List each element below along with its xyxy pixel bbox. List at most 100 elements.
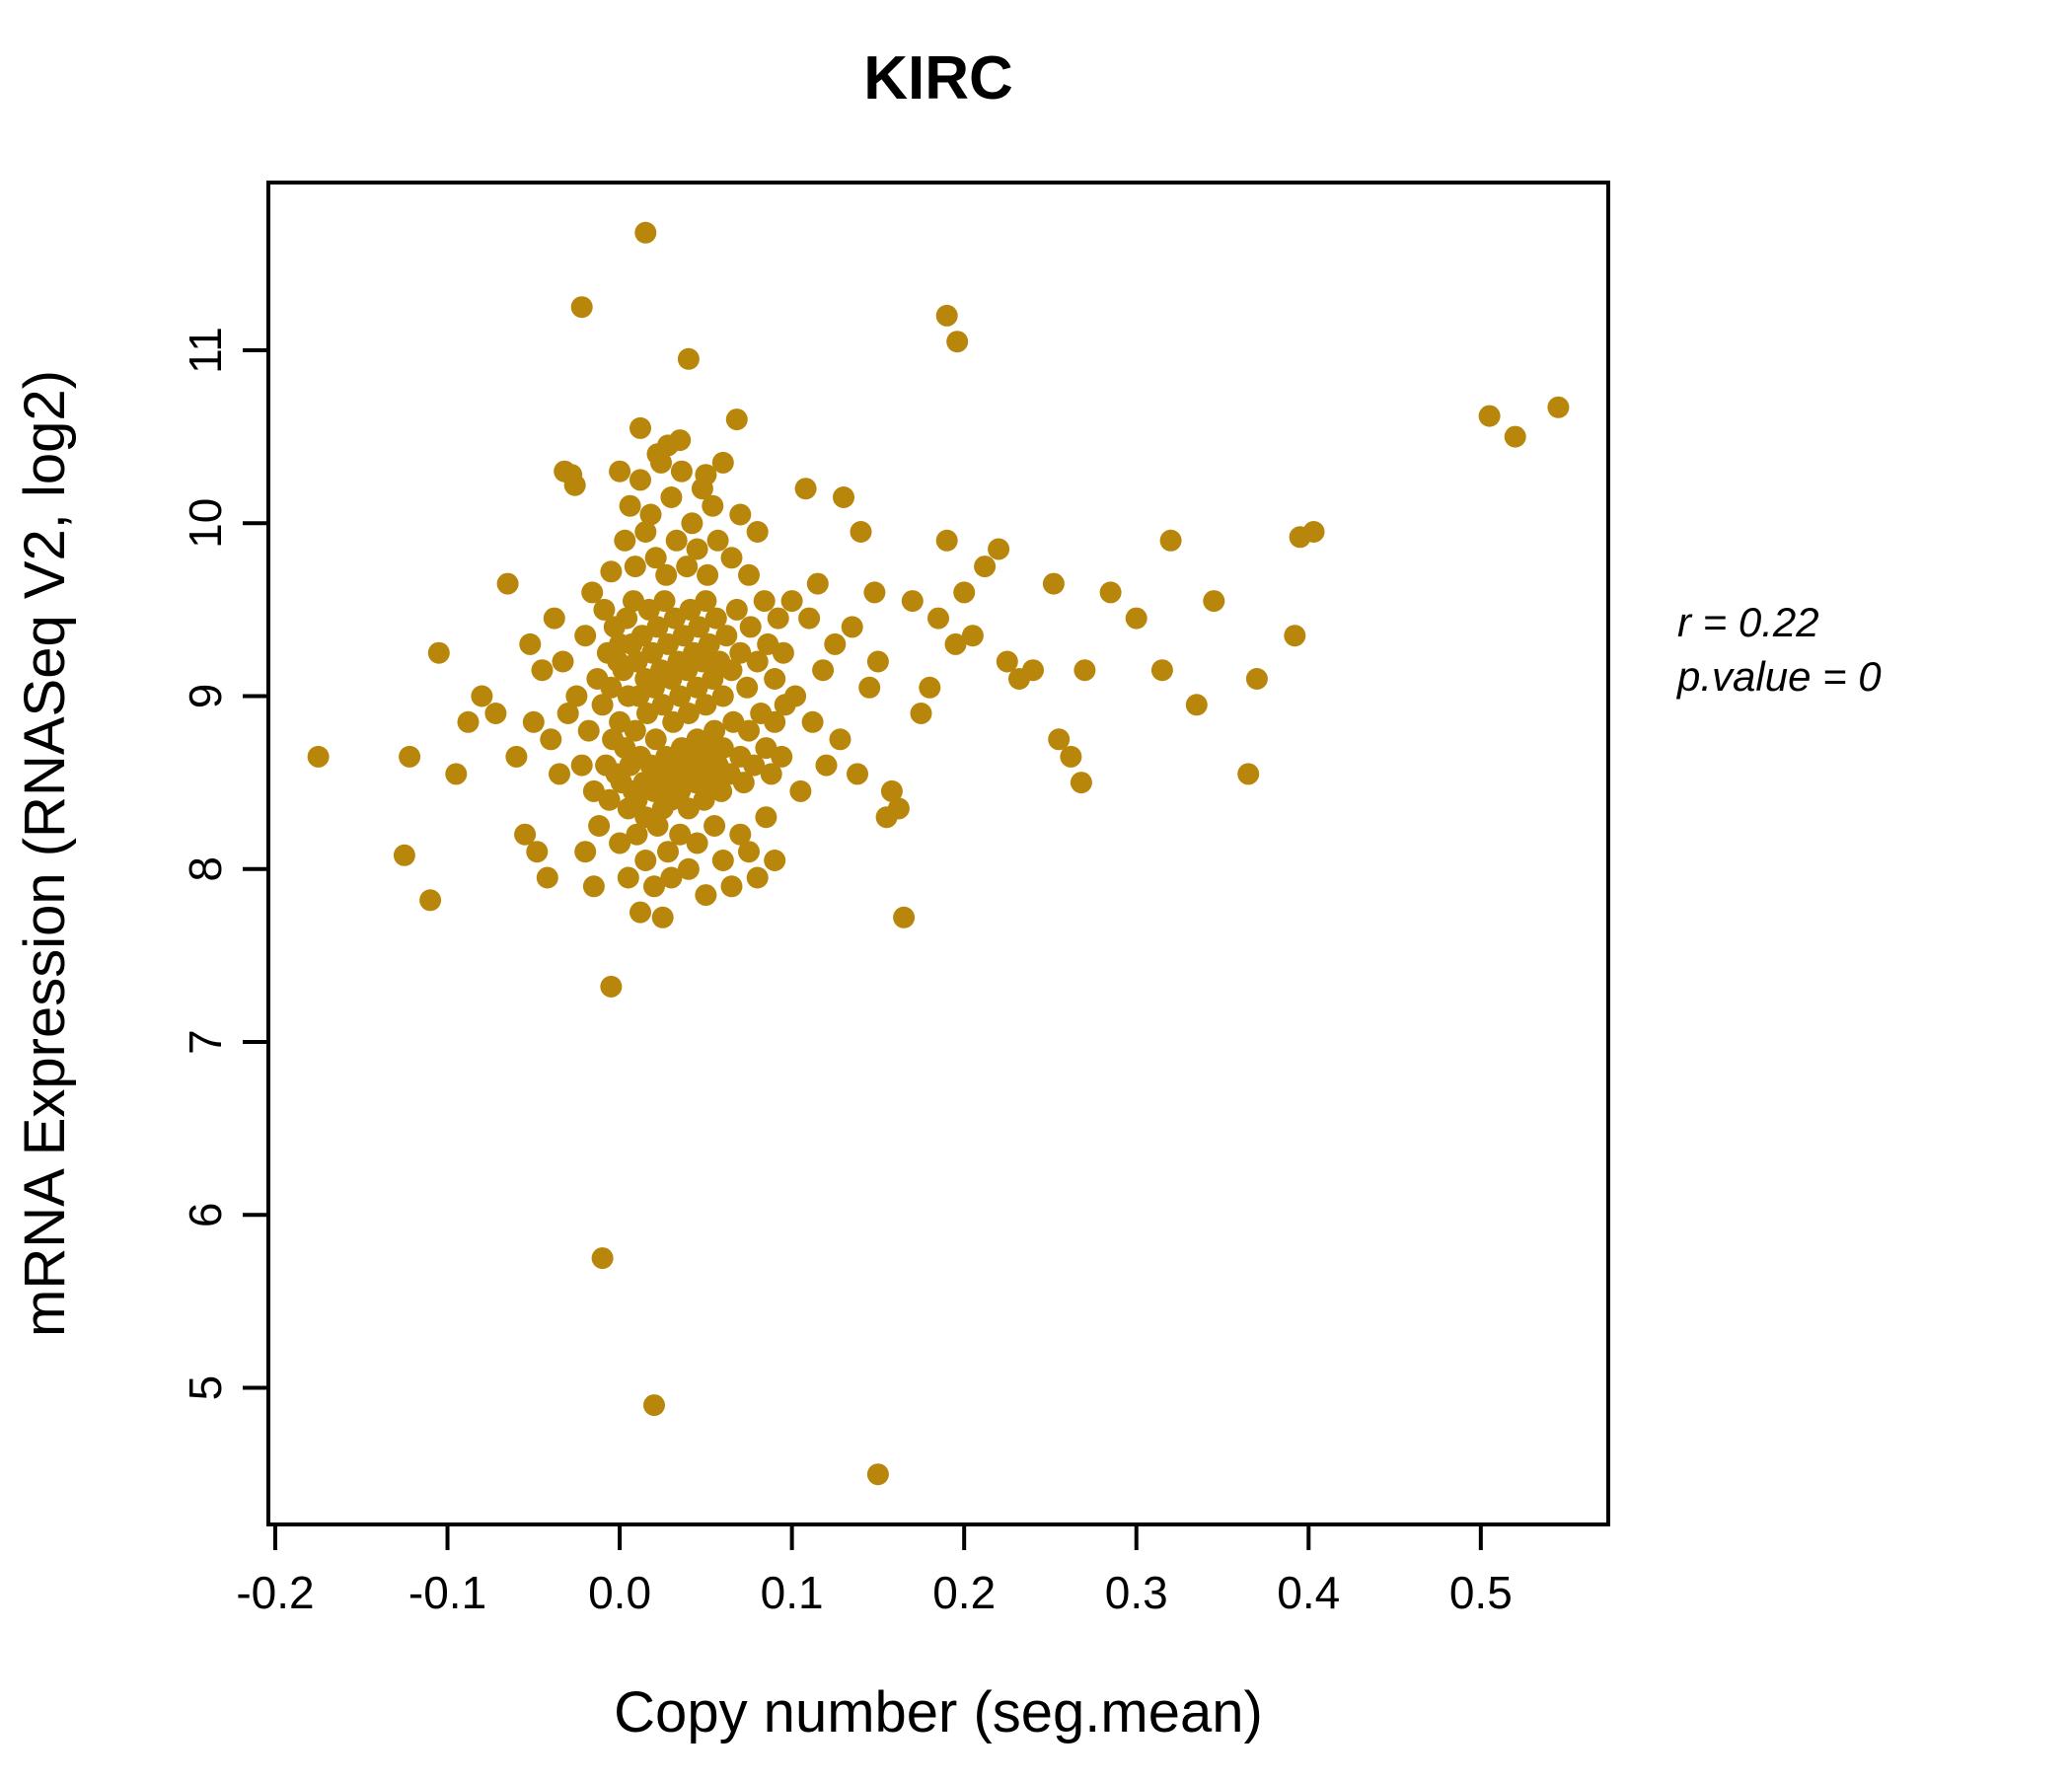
data-point [738, 719, 760, 742]
data-point [1073, 659, 1096, 682]
data-point [669, 685, 692, 707]
x-tick-label: 0.2 [932, 1567, 996, 1618]
data-point [543, 607, 565, 630]
data-point [600, 676, 623, 699]
data-point [1048, 728, 1071, 751]
data-point [789, 779, 812, 802]
data-point [1060, 745, 1082, 768]
data-point [531, 659, 554, 682]
data-point [624, 719, 646, 742]
data-point [577, 719, 600, 742]
x-axis: -0.2 -0.1 0.0 0.1 0.2 0.3 0.4 0.5 [236, 1524, 1513, 1618]
data-point [697, 563, 719, 586]
data-point [686, 832, 708, 854]
data-point [910, 703, 932, 724]
data-point [743, 754, 766, 777]
data-point [767, 607, 789, 630]
data-point [653, 590, 676, 613]
y-tick-label: 10 [180, 498, 231, 549]
data-point [570, 296, 593, 319]
data-point [626, 823, 648, 846]
data-point [738, 563, 760, 586]
data-point [634, 221, 657, 244]
data-point [629, 469, 651, 491]
data-point [660, 486, 683, 508]
plot-title: KIRC [863, 44, 1013, 112]
data-point [519, 632, 542, 655]
data-point [1099, 581, 1122, 604]
data-point [863, 581, 886, 604]
data-point [695, 694, 717, 716]
y-axis-title: mRNA Expression (RNASeq V2, log2) [13, 370, 77, 1337]
data-point [556, 703, 579, 724]
data-point [427, 641, 450, 664]
data-point [691, 650, 713, 673]
data-point [598, 788, 621, 811]
data-point [643, 1394, 665, 1417]
data-point [644, 728, 667, 751]
data-point [1547, 396, 1570, 418]
data-point [944, 632, 967, 655]
y-tick-label: 6 [180, 1202, 231, 1227]
data-point [643, 676, 665, 699]
data-point [591, 694, 614, 716]
data-point [746, 866, 769, 889]
data-point [841, 616, 863, 638]
data-point [858, 676, 881, 699]
data-point [644, 547, 667, 569]
data-point [626, 788, 648, 811]
data-point [574, 625, 597, 647]
data-point [591, 1247, 614, 1270]
data-point [729, 823, 752, 846]
data-point [419, 889, 442, 912]
data-point [1203, 590, 1225, 613]
y-tick-label: 11 [180, 327, 231, 374]
data-point [711, 850, 734, 871]
data-point [736, 676, 759, 699]
data-point [552, 650, 574, 673]
data-point [893, 906, 916, 928]
y-tick-label: 5 [180, 1375, 231, 1401]
data-point [651, 694, 674, 716]
data-point [764, 668, 786, 690]
data-point [690, 754, 712, 777]
data-point [1504, 425, 1526, 448]
data-point [1478, 405, 1501, 427]
data-point [887, 797, 910, 820]
x-tick-label: 0.0 [588, 1567, 651, 1618]
plot-border [266, 181, 1610, 1526]
data-point [729, 503, 752, 526]
data-point [629, 901, 651, 924]
data-point [1125, 607, 1147, 630]
data-point [639, 503, 662, 526]
data-point [1245, 668, 1268, 690]
data-point [665, 529, 688, 552]
data-point [686, 538, 708, 560]
data-point [850, 521, 872, 543]
y-axis: 5 6 7 8 9 10 11 [180, 327, 268, 1400]
data-point [609, 832, 631, 854]
data-point [702, 668, 724, 690]
data-point [505, 745, 528, 768]
data-point [629, 416, 651, 439]
data-point [935, 529, 958, 552]
data-point [901, 590, 924, 613]
data-point [753, 590, 776, 613]
data-point [484, 703, 507, 724]
data-point [755, 806, 777, 829]
data-point [540, 728, 562, 751]
data-point [935, 304, 958, 327]
data-point [593, 598, 616, 621]
data-point [614, 529, 636, 552]
data-point [619, 494, 641, 517]
data-point [1159, 529, 1182, 552]
data-point [1284, 625, 1306, 647]
data-point [1237, 763, 1260, 785]
data-point [946, 331, 969, 353]
data-point [307, 745, 330, 768]
data-point [847, 763, 868, 785]
data-point [711, 685, 734, 707]
data-point [806, 572, 829, 595]
correlation-p-annotation: p.value = 0 [1675, 653, 1882, 700]
